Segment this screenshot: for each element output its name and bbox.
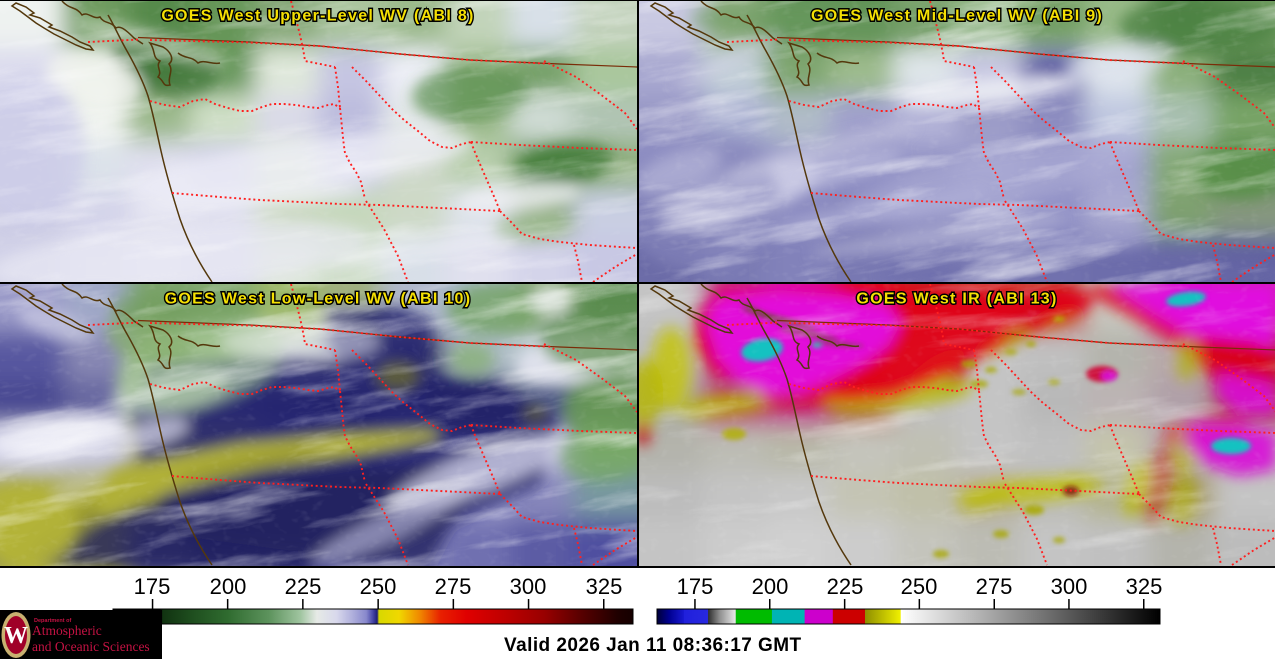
svg-text:and Oceanic Sciences: and Oceanic Sciences bbox=[32, 639, 150, 654]
svg-text:Atmospheric: Atmospheric bbox=[32, 623, 102, 638]
svg-text:GOES West IR (ABI 13): GOES West IR (ABI 13) bbox=[856, 291, 1057, 308]
svg-text:W: W bbox=[4, 623, 28, 649]
svg-text:GOES West Low-Level WV (ABI 10: GOES West Low-Level WV (ABI 10) bbox=[165, 291, 472, 308]
svg-text:GOES West Upper-Level WV (ABI: GOES West Upper-Level WV (ABI 8) bbox=[161, 8, 474, 25]
svg-text:Department of: Department of bbox=[34, 618, 71, 624]
svg-text:GOES West Mid-Level WV (ABI 9): GOES West Mid-Level WV (ABI 9) bbox=[811, 8, 1103, 25]
